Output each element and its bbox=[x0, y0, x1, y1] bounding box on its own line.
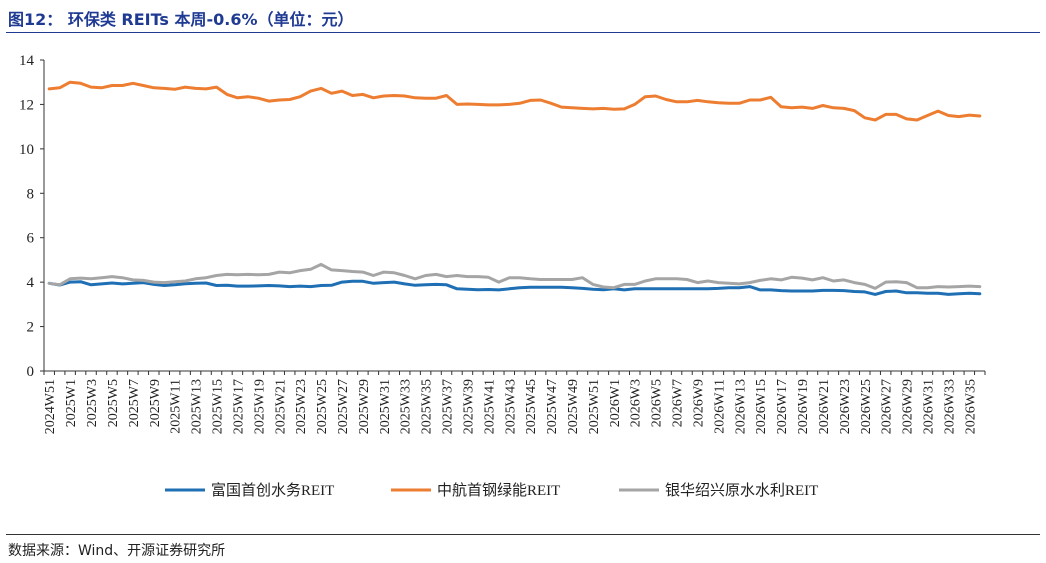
x-tick-label: 2025W11 bbox=[169, 379, 184, 434]
y-tick-label: 8 bbox=[27, 186, 35, 202]
x-tick-label: 2025W23 bbox=[294, 379, 309, 434]
series-line-2 bbox=[47, 80, 982, 122]
line-chart: 0 2 4 6 8 10 12 14 2024W51 2025W1 2025W3 2025W5 2025… bbox=[19, 53, 986, 499]
x-tick-label: 2026W7 bbox=[671, 379, 686, 427]
chart-header: 图12： 环保类 REITs 本周-0.6%（单位：元） bbox=[8, 4, 1038, 32]
y-tick-label: 4 bbox=[27, 275, 35, 291]
legend-label: 中航首钢绿能REIT bbox=[437, 482, 560, 499]
y-tick-label: 12 bbox=[19, 97, 34, 113]
x-tick-label: 2025W15 bbox=[211, 379, 226, 434]
x-tick-label: 2026W19 bbox=[796, 379, 811, 434]
x-tick-label: 2025W25 bbox=[315, 379, 330, 434]
x-tick-label: 2026W9 bbox=[691, 379, 706, 427]
x-tick-label: 2025W21 bbox=[273, 379, 288, 434]
x-tick-label: 2025W19 bbox=[252, 379, 267, 434]
y-tick-label: 10 bbox=[19, 142, 34, 158]
x-tick-label: 2025W13 bbox=[190, 379, 205, 434]
x-tick-label: 2026W29 bbox=[901, 379, 916, 434]
y-tick-label: 14 bbox=[19, 53, 35, 69]
x-tick-label: 2026W13 bbox=[733, 379, 748, 434]
x-tick-label: 2026W11 bbox=[712, 379, 727, 434]
x-tick-label: 2026W33 bbox=[942, 379, 957, 434]
x-tick-label: 2025W27 bbox=[336, 379, 351, 434]
x-tick-label: 2025W49 bbox=[566, 379, 581, 434]
x-tick-label: 2026W15 bbox=[754, 379, 769, 434]
legend-label: 富国首创水务REIT bbox=[211, 481, 334, 499]
x-tick-label: 2024W51 bbox=[43, 379, 58, 434]
y-tick-label: 2 bbox=[27, 320, 35, 336]
x-tick-label: 2026W23 bbox=[838, 379, 853, 434]
legend-label: 银华绍兴原水水利REIT bbox=[665, 482, 818, 499]
x-tick-label: 2026W5 bbox=[650, 379, 665, 427]
series-line-1 bbox=[47, 279, 982, 296]
series-line-3 bbox=[47, 262, 982, 290]
x-tick-label: 2025W51 bbox=[587, 379, 602, 434]
legend: 富国首创水务REIT 中航首钢绿能REIT 银华绍兴原水水利REIT bbox=[165, 481, 818, 499]
x-tick-label: 2025W43 bbox=[503, 379, 518, 434]
x-tick-label: 2026W25 bbox=[859, 379, 874, 434]
x-tick-label: 2026W3 bbox=[629, 379, 644, 427]
y-tick-label: 0 bbox=[27, 364, 35, 380]
x-tick-label: 2026W17 bbox=[775, 379, 790, 434]
x-tick-label: 2026W27 bbox=[880, 379, 895, 434]
x-tick-label: 2025W39 bbox=[461, 379, 476, 434]
source-note: 数据来源：Wind、开源证券研究所 bbox=[8, 543, 226, 559]
x-tick-label: 2025W5 bbox=[106, 379, 121, 427]
x-tick-label: 2026W21 bbox=[817, 379, 832, 434]
top-rule bbox=[6, 32, 1040, 33]
chart-title: 图12： 环保类 REITs 本周-0.6%（单位：元） bbox=[8, 10, 354, 29]
axes: 0 2 4 6 8 10 12 14 2024W51 2025W1 2025W3 2025W5 2025… bbox=[19, 53, 986, 434]
bottom-rule bbox=[6, 534, 1040, 535]
x-tick-label: 2025W7 bbox=[127, 379, 142, 427]
x-tick-label: 2025W1 bbox=[64, 379, 79, 427]
x-tick-label: 2025W31 bbox=[378, 379, 393, 434]
x-tick-label: 2026W1 bbox=[608, 379, 623, 427]
series-lines bbox=[47, 80, 982, 296]
x-tick-label: 2025W17 bbox=[231, 379, 246, 434]
x-tick-label: 2025W45 bbox=[524, 379, 539, 434]
x-tick-label: 2025W33 bbox=[399, 379, 414, 434]
x-tick-label: 2025W47 bbox=[545, 379, 560, 434]
y-tick-label: 6 bbox=[27, 231, 35, 247]
x-tick-label: 2025W37 bbox=[441, 379, 456, 434]
x-tick-label: 2025W35 bbox=[420, 379, 435, 434]
x-tick-label: 2025W41 bbox=[482, 379, 497, 434]
x-tick-label: 2026W31 bbox=[921, 379, 936, 434]
x-tick-label: 2026W35 bbox=[963, 379, 978, 434]
x-tick-label: 2025W9 bbox=[148, 379, 163, 427]
x-tick-label: 2025W29 bbox=[357, 379, 372, 434]
x-tick-label: 2025W3 bbox=[85, 379, 100, 427]
